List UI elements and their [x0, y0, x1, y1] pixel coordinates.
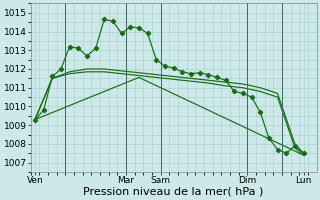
X-axis label: Pression niveau de la mer( hPa ): Pression niveau de la mer( hPa ): [84, 187, 264, 197]
